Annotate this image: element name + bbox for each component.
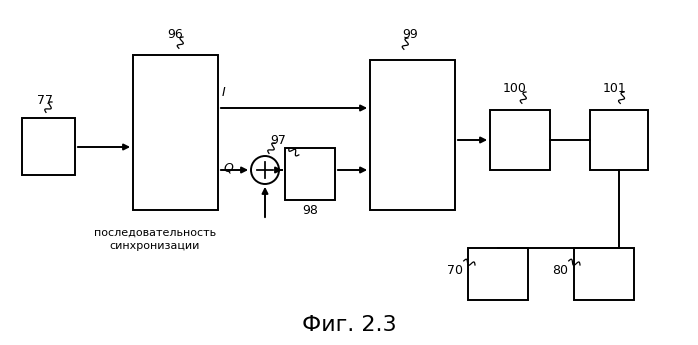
Bar — [22, 118, 75, 175]
Bar — [590, 110, 648, 170]
Text: 101: 101 — [603, 81, 627, 95]
Bar — [370, 60, 455, 210]
Text: синхронизации: синхронизации — [110, 241, 200, 251]
Bar — [285, 148, 335, 200]
Bar — [574, 248, 634, 300]
Text: последовательность: последовательность — [94, 228, 216, 238]
Text: 77: 77 — [37, 93, 53, 107]
Text: Фиг. 2.3: Фиг. 2.3 — [302, 315, 396, 335]
Text: 100: 100 — [503, 81, 527, 95]
Text: 80: 80 — [552, 264, 568, 276]
Text: 96: 96 — [167, 29, 183, 41]
Bar — [133, 55, 218, 210]
Text: Q: Q — [223, 161, 233, 175]
Text: I: I — [222, 86, 225, 99]
Text: 98: 98 — [302, 204, 318, 217]
Bar — [468, 248, 528, 300]
Bar — [490, 110, 550, 170]
Text: 97: 97 — [270, 134, 286, 147]
Text: 99: 99 — [402, 29, 418, 41]
Text: 70: 70 — [447, 264, 463, 276]
